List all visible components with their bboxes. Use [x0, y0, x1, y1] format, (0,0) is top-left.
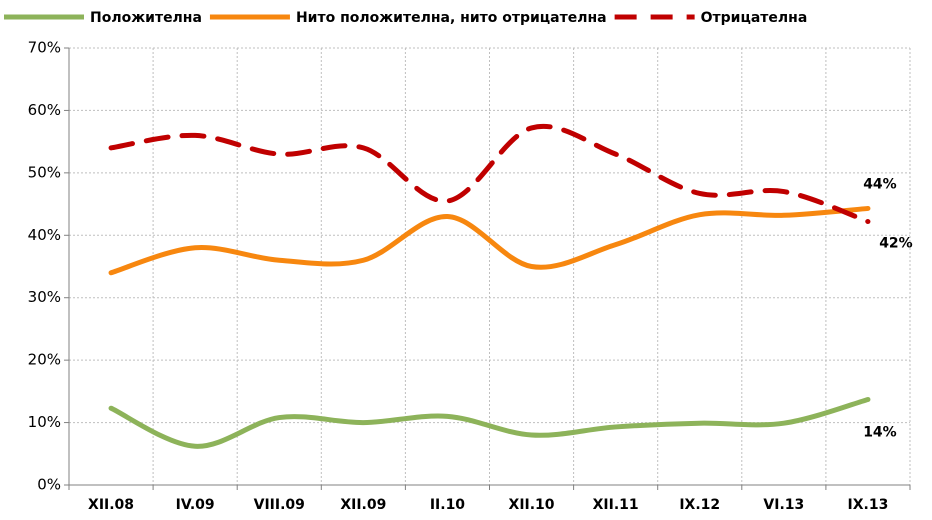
y-tick-label: 50% [28, 163, 61, 181]
y-tick-label: 10% [28, 413, 61, 431]
data-label: 42% [879, 236, 913, 252]
x-tick-label: II.10 [430, 497, 465, 513]
y-tick-label: 70% [28, 39, 61, 57]
x-tick-label: XII.08 [88, 497, 134, 513]
series-line [108, 205, 871, 276]
y-tick-label: 0% [37, 476, 61, 494]
x-tick-label: VIII.09 [254, 497, 305, 513]
x-tick-label: IX.13 [848, 497, 889, 513]
data-label: 14% [863, 424, 897, 440]
y-tick-label: 30% [28, 288, 61, 306]
y-tick-label: 20% [28, 351, 61, 369]
x-tick-label: IX.12 [679, 497, 720, 513]
series-line [108, 123, 871, 225]
y-tick-label: 60% [28, 101, 61, 119]
y-tick-label: 40% [28, 226, 61, 244]
legend-label: Отрицателна [701, 10, 808, 26]
data-label: 44% [863, 176, 897, 192]
x-tick-label: XII.09 [340, 497, 386, 513]
x-tick-label: VI.13 [763, 497, 804, 513]
x-tick-label: XII.10 [509, 497, 555, 513]
legend-label: Положителна [90, 10, 202, 26]
series-line [108, 396, 871, 449]
x-tick-label: IV.09 [176, 497, 215, 513]
x-tick-label: XII.11 [593, 497, 639, 513]
legend-label: Нито положителна, нито отрицателна [296, 10, 607, 26]
